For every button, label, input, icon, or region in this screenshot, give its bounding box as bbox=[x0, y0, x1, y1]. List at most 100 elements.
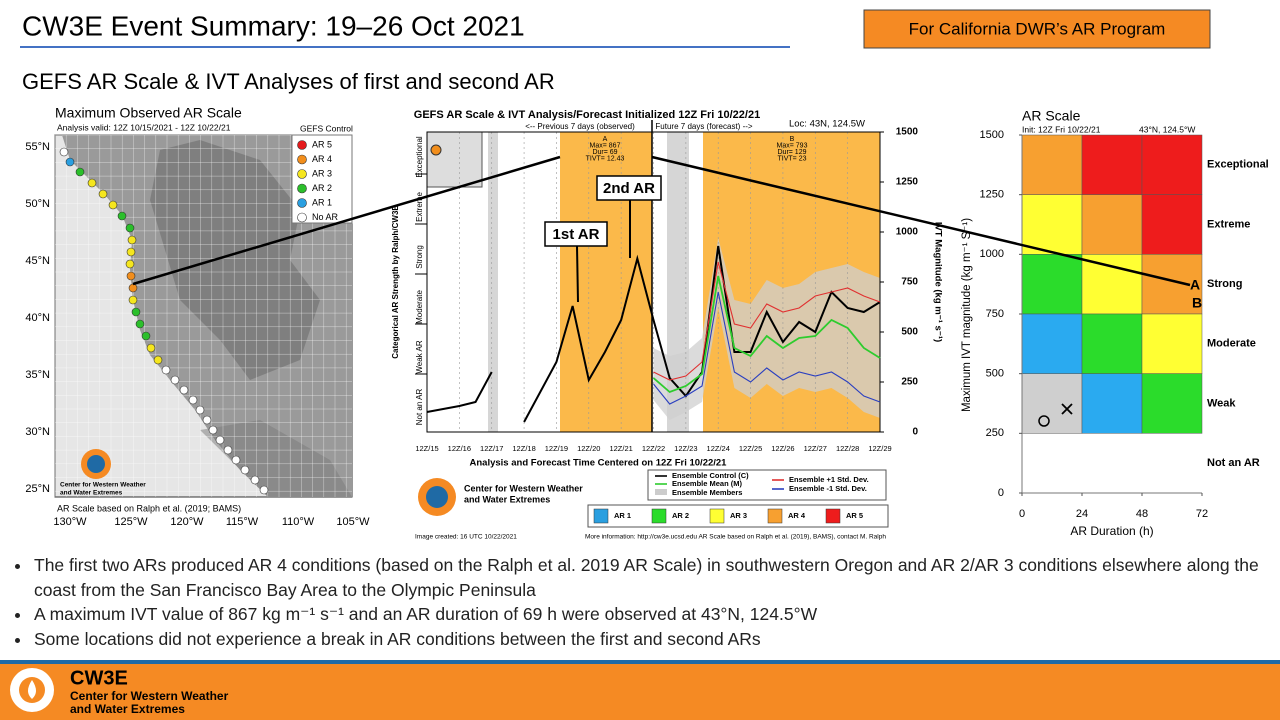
map-mountains bbox=[150, 140, 320, 380]
map-legend-dot bbox=[297, 169, 307, 179]
ar-legend-swatch bbox=[767, 508, 783, 524]
map-legend-label: AR 1 bbox=[312, 197, 332, 207]
scale-x-tick-label: 0 bbox=[1019, 508, 1025, 520]
scale-xlabel: AR Duration (h) bbox=[1070, 524, 1153, 538]
box-a-text: A bbox=[603, 136, 608, 143]
badge-text: For California DWR’s AR Program bbox=[909, 19, 1166, 38]
x-tick-label: 12Z/16 bbox=[448, 444, 471, 453]
map-legend-label: AR 3 bbox=[312, 168, 332, 178]
footer-brand: CW3E bbox=[70, 667, 128, 689]
footer-line: Center for Western Weather bbox=[70, 689, 229, 703]
ylabel-right: IVT Magnitude (kg m⁻¹ s⁻¹) bbox=[932, 222, 943, 342]
x-tick-label: 12Z/26 bbox=[771, 444, 794, 453]
y-tick-label: 500 bbox=[901, 327, 918, 338]
scale-cell bbox=[1021, 254, 1083, 315]
x-tick-label: 12Z/15 bbox=[415, 444, 438, 453]
ar-legend-swatch bbox=[593, 508, 609, 524]
lon-label: 120°W bbox=[170, 516, 204, 528]
scale-cell bbox=[1141, 194, 1203, 255]
scale-x-tick-label: 72 bbox=[1196, 508, 1208, 520]
scale-category: Not an AR bbox=[1207, 457, 1260, 469]
scale-cell bbox=[1081, 134, 1143, 195]
annotation-box bbox=[596, 175, 662, 201]
map-dot bbox=[127, 235, 137, 245]
scale-y-tick-label: 1250 bbox=[980, 189, 1004, 201]
scale-x-tick-label: 48 bbox=[1136, 508, 1148, 520]
lat-label: 55°N bbox=[25, 141, 50, 153]
map-legend-dot bbox=[297, 212, 307, 223]
scale-point-label: A bbox=[1190, 277, 1200, 293]
x-tick-label: 12Z/19 bbox=[545, 444, 568, 453]
scale-cell bbox=[1141, 134, 1203, 195]
annotation-text: 1st AR bbox=[553, 226, 600, 243]
x-tick-label: 12Z/20 bbox=[577, 444, 600, 453]
map-dot bbox=[98, 189, 108, 199]
annotation-box bbox=[544, 221, 608, 247]
map-legend-dot bbox=[297, 198, 307, 208]
category-label: Not an AR bbox=[415, 389, 424, 426]
annotation-arrow bbox=[576, 245, 579, 303]
box-a-text: Dur= 69 bbox=[592, 149, 617, 156]
footer-blue bbox=[0, 660, 1280, 664]
lat-label: 40°N bbox=[25, 312, 50, 324]
x-tick-label: 12Z/18 bbox=[512, 444, 535, 453]
scale-y-tick-label: 1500 bbox=[980, 129, 1004, 141]
plot-frame bbox=[426, 131, 881, 433]
scale-ylabel: Maximum IVT magnitude (kg m⁻¹ S⁻¹) bbox=[961, 218, 973, 412]
scale-y-tick-label: 1000 bbox=[980, 248, 1004, 260]
category-label: Strong bbox=[415, 245, 424, 269]
map-valid: Analysis valid: 12Z 10/15/2021 - 12Z 10/… bbox=[57, 122, 231, 132]
y-tick-label: 1500 bbox=[896, 127, 919, 138]
inset-dot bbox=[430, 144, 442, 156]
scale-cell bbox=[1141, 313, 1203, 374]
bullet: A maximum IVT value of 867 kg m⁻¹ s⁻¹ an… bbox=[32, 602, 1262, 627]
map-dot bbox=[75, 167, 85, 177]
bullet-list: The first two ARs produced AR 4 conditio… bbox=[14, 553, 1262, 651]
scale-cell bbox=[1021, 313, 1083, 374]
map-dot bbox=[179, 385, 189, 395]
map-credit: AR Scale based on Ralph et al. (2019; BA… bbox=[57, 503, 241, 513]
x-tick-label: 12Z/23 bbox=[674, 444, 697, 453]
category-label: Weak AR bbox=[415, 340, 424, 373]
ens-legend-box bbox=[647, 469, 887, 501]
map-dot bbox=[250, 475, 260, 485]
annotation-text: 2nd AR bbox=[603, 180, 655, 197]
scale-title: AR Scale bbox=[1022, 108, 1081, 124]
ar-legend-label: AR 5 bbox=[846, 511, 863, 520]
x-tick-label: 12Z/27 bbox=[804, 444, 827, 453]
map-dot bbox=[135, 319, 145, 329]
map-legend-dot bbox=[297, 154, 307, 165]
map-legend-title: GEFS Control bbox=[300, 123, 353, 133]
scale-cell bbox=[1141, 373, 1203, 434]
ar-legend-swatch bbox=[651, 508, 667, 524]
map-logo-text: and Water Extremes bbox=[60, 490, 123, 497]
scale-category: Extreme bbox=[1207, 218, 1250, 230]
scale-marker-x bbox=[1061, 403, 1073, 415]
ar-legend-label: AR 1 bbox=[614, 511, 631, 520]
map-dot bbox=[208, 425, 218, 435]
scale-category: Weak bbox=[1207, 397, 1236, 409]
map-legend-dot bbox=[297, 140, 307, 150]
subtitle: GEFS AR Scale & IVT Analyses of first an… bbox=[22, 69, 555, 94]
connector bbox=[132, 155, 561, 286]
map-title: Maximum Observed AR Scale bbox=[55, 105, 242, 121]
lon-label: 105°W bbox=[336, 516, 370, 528]
scale-point-label: B bbox=[1192, 295, 1202, 311]
x-tick-label: 12Z/17 bbox=[480, 444, 503, 453]
loc: Loc: 43N, 124.5W bbox=[789, 119, 865, 130]
scale-cell bbox=[1141, 254, 1203, 315]
map-dot bbox=[195, 405, 205, 415]
map-dot bbox=[125, 223, 135, 233]
lon-label: 110°W bbox=[282, 516, 315, 528]
map-dot bbox=[125, 259, 135, 269]
ar-legend-swatch bbox=[709, 508, 725, 524]
map-dot bbox=[131, 307, 141, 317]
map-dot bbox=[231, 455, 241, 465]
y-tick-label: 750 bbox=[901, 277, 918, 288]
box-b-text: TIVT= 23 bbox=[778, 155, 807, 162]
scale-cell bbox=[1081, 194, 1143, 255]
map-dot bbox=[108, 200, 118, 210]
map-dot bbox=[141, 331, 151, 341]
ivt-title: GEFS AR Scale & IVT Analysis/Forecast In… bbox=[414, 109, 760, 121]
map-legend-label: AR 4 bbox=[312, 154, 332, 164]
